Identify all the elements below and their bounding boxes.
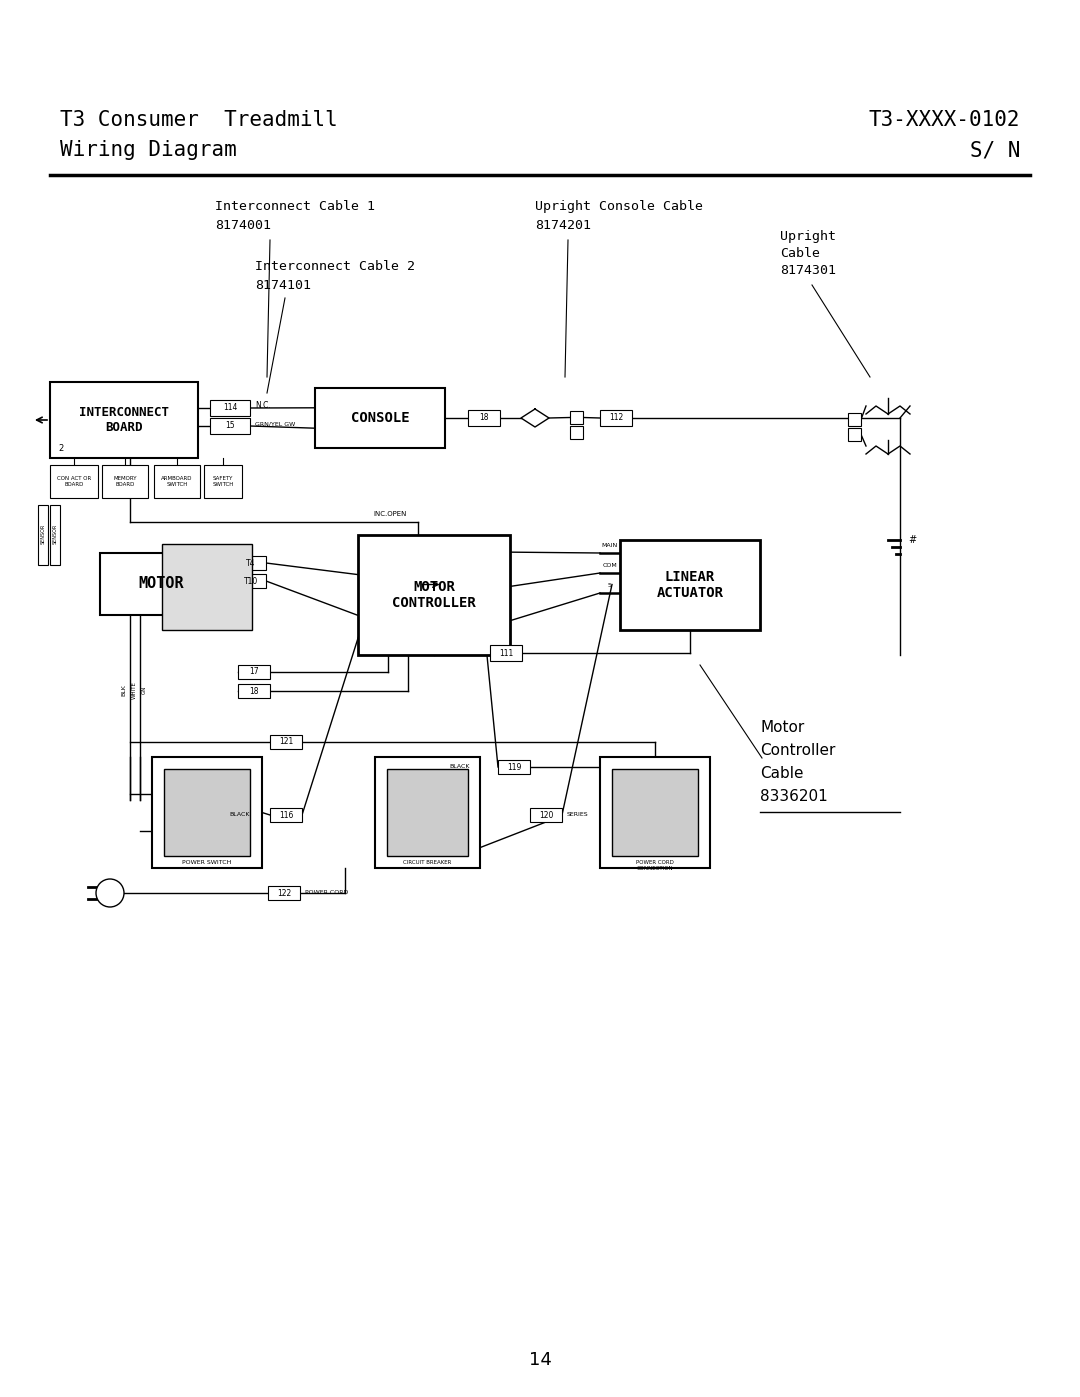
Text: Upright Console Cable: Upright Console Cable [535, 200, 703, 212]
Bar [237, 556, 266, 570]
Bar [468, 409, 500, 426]
Text: MOTOR: MOTOR [138, 577, 184, 591]
Bar [152, 757, 262, 868]
Text: Cable: Cable [780, 247, 820, 260]
Bar [848, 427, 861, 441]
Bar [570, 426, 583, 439]
Bar [315, 388, 445, 448]
Text: 111: 111 [499, 648, 513, 658]
Text: GRN/YEL GW: GRN/YEL GW [255, 422, 295, 426]
Text: GN: GN [141, 686, 147, 694]
Text: MOTOR
CONTROLLER: MOTOR CONTROLLER [392, 580, 476, 610]
Text: POWER SWITCH: POWER SWITCH [183, 861, 232, 865]
Text: 17: 17 [249, 668, 259, 676]
Bar [100, 553, 222, 615]
Text: 112: 112 [609, 414, 623, 422]
Bar [600, 409, 632, 426]
Bar [210, 418, 249, 434]
Text: Motor: Motor [760, 719, 805, 735]
Bar [270, 807, 302, 821]
Text: 8336201: 8336201 [760, 789, 827, 805]
Text: 2: 2 [58, 444, 64, 453]
Text: Controller: Controller [760, 743, 835, 759]
Text: BLACK: BLACK [449, 764, 470, 770]
Text: 18: 18 [480, 414, 489, 422]
Text: CIRCUIT BREAKER: CIRCUIT BREAKER [403, 861, 451, 865]
Bar [848, 414, 861, 426]
Text: INC.OPEN: INC.OPEN [373, 511, 406, 517]
Text: 122: 122 [276, 888, 292, 897]
Text: T4: T4 [246, 559, 256, 567]
Bar [387, 768, 468, 856]
Text: ARMBOARD
SWITCH: ARMBOARD SWITCH [161, 476, 192, 488]
Text: N.C.: N.C. [255, 401, 271, 411]
Text: MAIN: MAIN [602, 543, 618, 548]
Text: SENSOR: SENSOR [41, 524, 45, 543]
Text: SERIES: SERIES [567, 813, 589, 817]
Text: COM: COM [603, 563, 618, 569]
Bar [237, 574, 266, 588]
Bar [490, 645, 522, 661]
Text: 114: 114 [222, 404, 238, 412]
Bar [50, 504, 60, 564]
Bar [268, 886, 300, 900]
Bar [612, 768, 698, 856]
Bar [620, 541, 760, 630]
Text: S/ N: S/ N [970, 140, 1020, 161]
Text: Interconnect Cable 1: Interconnect Cable 1 [215, 200, 375, 212]
Bar [270, 735, 302, 749]
Text: SAFETY
SWITCH: SAFETY SWITCH [213, 476, 233, 488]
Text: 8174101: 8174101 [255, 279, 311, 292]
Bar [600, 757, 710, 868]
Text: T3-XXXX-0102: T3-XXXX-0102 [868, 110, 1020, 130]
Text: MEMORY
BOARD: MEMORY BOARD [113, 476, 137, 488]
Text: T3 Consumer  Treadmill: T3 Consumer Treadmill [60, 110, 338, 130]
Bar [357, 535, 510, 655]
Bar [162, 543, 252, 630]
Bar [238, 665, 270, 679]
Text: 119: 119 [507, 763, 522, 771]
Bar [498, 760, 530, 774]
Text: BLACK: BLACK [229, 813, 249, 817]
Text: INTERCONNECT
BOARD: INTERCONNECT BOARD [79, 407, 168, 434]
Text: Interconnect Cable 2: Interconnect Cable 2 [255, 260, 415, 272]
Text: 116: 116 [279, 810, 293, 820]
Bar [38, 504, 48, 564]
Bar [375, 757, 480, 868]
Bar [210, 400, 249, 416]
Text: 14: 14 [528, 1351, 552, 1369]
Text: Wiring Diagram: Wiring Diagram [60, 140, 237, 161]
Text: 8174201: 8174201 [535, 219, 591, 232]
Text: LINEAR
ACTUATOR: LINEAR ACTUATOR [657, 570, 724, 601]
Bar [570, 411, 583, 425]
Bar [238, 685, 270, 698]
Text: #: # [908, 535, 916, 545]
Text: POWER CORD: POWER CORD [305, 890, 349, 895]
Text: 8174301: 8174301 [780, 264, 836, 277]
Text: T10: T10 [244, 577, 258, 585]
Bar [50, 465, 98, 497]
Text: SENSOR: SENSOR [53, 524, 57, 543]
Text: 121: 121 [279, 738, 293, 746]
Bar [530, 807, 562, 821]
Text: CONSOLE: CONSOLE [351, 411, 409, 425]
Text: WHITE: WHITE [132, 682, 136, 698]
Text: 15: 15 [226, 422, 234, 430]
Bar [102, 465, 148, 497]
Text: Upright: Upright [780, 231, 836, 243]
Bar [154, 465, 200, 497]
Bar [204, 465, 242, 497]
Text: Cable: Cable [760, 766, 804, 781]
Text: 18: 18 [249, 686, 259, 696]
Text: 120: 120 [539, 810, 553, 820]
Bar [164, 768, 249, 856]
Text: POWER CORD
CONNECTION: POWER CORD CONNECTION [636, 861, 674, 870]
Text: 5: 5 [608, 583, 612, 588]
Circle shape [96, 879, 124, 907]
Bar [50, 381, 198, 458]
Text: CON ACT OR
BOARD: CON ACT OR BOARD [57, 476, 91, 488]
Text: 8174001: 8174001 [215, 219, 271, 232]
Text: BLK: BLK [121, 685, 126, 696]
